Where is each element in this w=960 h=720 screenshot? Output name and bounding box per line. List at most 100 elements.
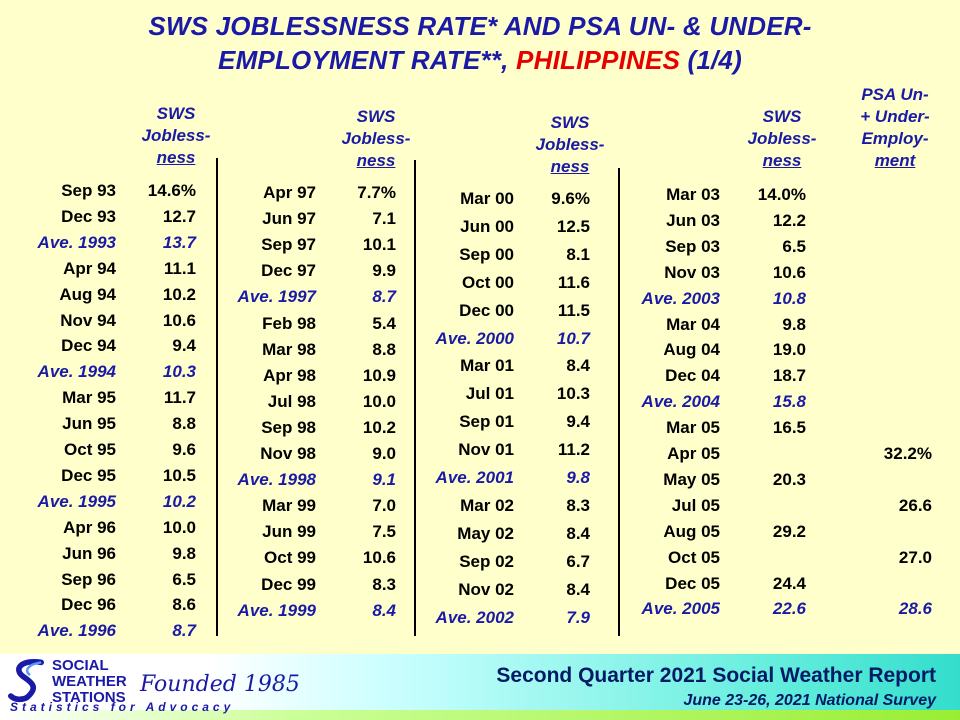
sws-value: 18.7 (772, 366, 806, 386)
org-name-line: STATIONS (52, 689, 126, 706)
sws-value: 10.6 (162, 310, 196, 330)
col4-header: SWS Jobless- ness (732, 106, 832, 172)
sws-value: 8.7 (372, 287, 396, 307)
survey-date-label: Aug 94 (59, 284, 116, 304)
sws-value: 9.8 (566, 468, 590, 487)
sws-value: 12.2 (772, 210, 806, 230)
sws-value: 8.4 (566, 523, 590, 543)
survey-date-label: Oct 05 (668, 547, 720, 567)
survey-date-label: Jun 95 (62, 414, 116, 434)
survey-date-label: May 02 (457, 523, 514, 543)
sws-value: 8.4 (566, 356, 590, 376)
sws-value: 7.5 (372, 522, 396, 542)
survey-date-label: Aug 05 (663, 521, 720, 541)
header-text: ness (356, 151, 396, 170)
col1-header: SWS Jobless- ness (126, 103, 226, 169)
average-label: Ave. 1997 (237, 287, 316, 307)
sws-value: 7.9 (566, 607, 590, 627)
sws-value: 10.2 (162, 491, 196, 511)
sws-value: 9.0 (372, 444, 396, 463)
survey-date-label: Mar 03 (666, 185, 720, 204)
survey-date-label: Dec 00 (459, 300, 514, 320)
survey-date-label: Nov 02 (458, 579, 514, 599)
sws-value: 10.0 (362, 391, 396, 411)
survey-date-label: Apr 94 (63, 258, 116, 278)
sws-value: 10.9 (362, 365, 396, 385)
sws-value: 6.5 (782, 236, 806, 256)
org-name-line: SOCIAL (52, 657, 109, 674)
sws-value: 8.3 (372, 574, 396, 594)
sws-value: 10.7 (556, 328, 590, 348)
col3-header: SWS Jobless- ness (520, 112, 620, 178)
survey-date-label: Oct 95 (64, 440, 116, 459)
survey-date-label: Dec 05 (665, 573, 720, 593)
survey-date-label: Jul 05 (671, 495, 720, 515)
footer-band (0, 654, 960, 720)
survey-date-label: Dec 93 (61, 206, 116, 226)
survey-date-label: Apr 96 (63, 517, 116, 537)
average-label: Ave. 2003 (641, 288, 720, 308)
col2-header: SWS Jobless- ness (326, 106, 426, 172)
sws-value: 8.4 (372, 600, 396, 620)
average-label: Ave. 1994 (37, 362, 116, 382)
survey-date-label: Apr 05 (667, 444, 720, 463)
survey-date-label: Sep 98 (261, 417, 316, 437)
average-label: Ave. 1998 (237, 470, 316, 490)
survey-date-label: Jun 96 (62, 543, 116, 563)
average-label: Ave. 1996 (37, 621, 116, 641)
survey-date-label: Dec 94 (61, 336, 116, 356)
sws-value: 10.2 (362, 417, 396, 437)
survey-date-label: Jun 00 (460, 216, 514, 236)
sws-value: 8.8 (372, 339, 396, 359)
org-name: SOCIAL WEATHER STATIONS (52, 658, 127, 706)
survey-date-label: Mar 05 (666, 418, 720, 438)
sws-value: 10.6 (772, 262, 806, 282)
survey-date-label: Oct 99 (264, 548, 316, 568)
tagline: Statistics for Advocacy (10, 700, 235, 714)
column-divider (414, 160, 416, 636)
header-text: Jobless- (341, 129, 411, 148)
sws-value: 6.5 (172, 569, 196, 589)
survey-date-label: Nov 03 (664, 262, 720, 282)
survey-date-label: Jun 99 (262, 522, 316, 542)
survey-date-label: Dec 97 (261, 261, 316, 281)
survey-date-label: Dec 04 (665, 366, 720, 386)
report-title: Second Quarter 2021 Social Weather Repor… (496, 664, 936, 687)
org-name-line: WEATHER (52, 673, 127, 690)
survey-date-label: Mar 02 (460, 495, 514, 515)
sws-value: 9.9 (372, 261, 396, 281)
sws-value: 9.4 (566, 412, 590, 432)
sws-value: 8.6 (172, 595, 196, 615)
survey-date-label: Apr 97 (263, 183, 316, 202)
survey-date-label: Jul 98 (267, 391, 316, 411)
header-text: SWS (762, 107, 802, 126)
survey-date-label: Sep 00 (459, 244, 514, 264)
sws-value: 7.1 (372, 209, 396, 229)
average-label: Ave. 2004 (641, 392, 720, 412)
sws-value: 20.3 (772, 469, 806, 489)
sws-value: 16.5 (772, 418, 806, 438)
average-label: Ave. 1999 (237, 600, 316, 620)
sws-value: 6.7 (566, 551, 590, 571)
survey-date-label: Nov 94 (60, 310, 116, 330)
survey-date-label: Dec 95 (61, 465, 116, 485)
sws-value: 10.3 (556, 384, 590, 404)
column-divider (216, 158, 218, 636)
header-text: SWS (356, 107, 396, 126)
sws-value: 19.0 (772, 340, 806, 360)
column-divider (618, 168, 620, 636)
sws-value: 13.7 (162, 232, 196, 252)
average-label: Ave. 1993 (37, 232, 116, 252)
sws-value: 10.2 (162, 284, 196, 304)
header-text: Jobless- (535, 135, 605, 154)
survey-date-label: Mar 01 (460, 356, 514, 376)
title-country: PHILIPPINES (516, 45, 681, 75)
header-text: ment (874, 151, 916, 170)
footer-strip (0, 710, 960, 720)
survey-date-label: Nov 98 (260, 444, 316, 463)
sws-value: 12.5 (556, 216, 590, 236)
sws-value: 24.4 (772, 573, 806, 593)
header-text: SWS (550, 113, 590, 132)
survey-date-label: Apr 98 (263, 365, 316, 385)
sws-value: 22.6 (772, 599, 806, 619)
